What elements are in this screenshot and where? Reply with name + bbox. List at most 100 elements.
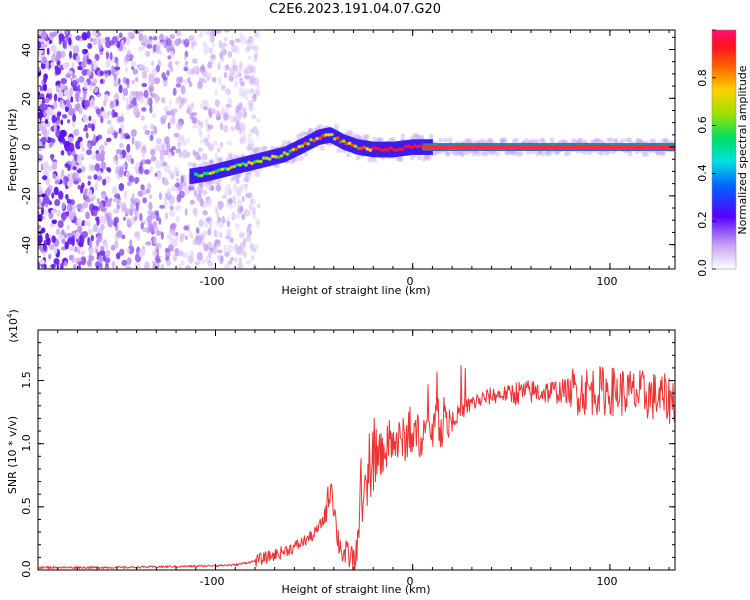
heatmap-halo-cell [409, 155, 415, 161]
heatmap-noise-cell [251, 114, 256, 120]
heatmap-noise-cell [200, 30, 204, 36]
heatmap-noise-cell [104, 175, 111, 184]
heatmap-noise-cell [188, 231, 193, 238]
heatmap-noise-cell [142, 144, 147, 153]
heatmap-noise-cell [55, 67, 62, 75]
heatmap-core-cell [344, 142, 349, 146]
heatmap-noise-cell [220, 84, 226, 91]
heatmap-core-cell [223, 167, 228, 171]
heatmap-noise-cell [220, 122, 223, 131]
heatmap-noise-cell [239, 263, 244, 269]
heatmap-noise-cell [218, 76, 222, 86]
heatmap-noise-cell [185, 190, 190, 195]
heatmap-noise-cell [51, 161, 58, 170]
heatmap-noise-cell [229, 237, 234, 244]
heatmap-noise-cell [228, 204, 233, 210]
heatmap-noise-cell [209, 47, 213, 54]
heatmap-noise-cell [186, 265, 190, 269]
heatmap-noise-cell [248, 229, 253, 236]
heatmap-noise-cell [133, 216, 138, 222]
heatmap-noise-cell [105, 36, 111, 41]
heatmap-noise-cell [127, 181, 132, 187]
heatmap-noise-cell [67, 119, 71, 124]
heatmap-noise-cell [44, 103, 48, 111]
heatmap-noise-cell [100, 106, 104, 112]
heatmap-noise-cell [53, 246, 58, 255]
heatmap-noise-cell [143, 89, 149, 99]
heatmap-noise-cell [199, 103, 205, 109]
heatmap-halo-cell [414, 133, 420, 139]
heatmap-halo-cell [535, 138, 541, 144]
heatmap-noise-cell [111, 260, 116, 269]
top-y-tick-label-0: -40 [20, 236, 33, 254]
bottom-y-axis-label: SNR (10 * v/v) [6, 416, 19, 494]
heatmap-halo-cell [227, 153, 233, 159]
heatmap-noise-cell [168, 243, 174, 252]
heatmap-noise-cell [116, 252, 121, 260]
heatmap-noise-cell [170, 117, 176, 125]
heatmap-core-cell [327, 133, 331, 137]
heatmap-noise-cell [196, 185, 204, 194]
colorbar-tick-label-4: 0.8 [696, 69, 709, 87]
heatmap-noise-cell [121, 202, 127, 211]
heatmap-noise-cell [229, 114, 235, 124]
heatmap-noise-cell [169, 44, 174, 52]
heatmap-noise-cell [222, 194, 227, 199]
heatmap-noise-cell [192, 66, 196, 75]
heatmap-core-cell [412, 144, 417, 148]
heatmap-halo-cell [620, 138, 626, 144]
heatmap-noise-cell [112, 198, 119, 203]
heatmap-noise-cell [48, 244, 55, 251]
heatmap-noise-cell [53, 101, 58, 110]
heatmap-noise-cell [205, 180, 212, 190]
heatmap-noise-cell [92, 30, 98, 37]
heatmap-halo-cell [499, 139, 505, 145]
heatmap-noise-cell [149, 134, 154, 141]
heatmap-noise-cell [197, 119, 201, 126]
heatmap-noise-cell [167, 122, 171, 130]
heatmap-halo-cell [433, 150, 439, 156]
snr-plot-area [38, 364, 675, 570]
heatmap-noise-cell [89, 37, 94, 42]
heatmap-noise-cell [50, 263, 56, 269]
heatmap-noise-cell [129, 208, 133, 217]
heatmap-core-cell [235, 163, 239, 167]
heatmap-noise-cell [165, 111, 171, 116]
heatmap-noise-cell [175, 96, 181, 104]
heatmap-halo-cell [594, 138, 600, 144]
heatmap-noise-cell [38, 112, 43, 118]
heatmap-noise-cell [247, 142, 253, 150]
heatmap-halo-cell [367, 157, 373, 163]
heatmap-noise-cell [247, 223, 252, 229]
heatmap-noise-cell [202, 241, 206, 247]
heatmap-noise-cell [175, 148, 181, 154]
heatmap-halo-cell [336, 147, 342, 153]
heatmap-noise-cell [73, 264, 76, 269]
heatmap-noise-cell [182, 149, 188, 159]
heatmap-noise-cell [245, 236, 252, 243]
heatmap-noise-cell [146, 39, 153, 45]
heatmap-noise-cell [256, 30, 261, 40]
heatmap-core-cell [241, 162, 245, 166]
heatmap-noise-cell [172, 240, 178, 248]
heatmap-ridge-cell [344, 134, 346, 151]
heatmap-noise-cell [175, 215, 180, 223]
heatmap-halo-cell [665, 139, 671, 144]
heatmap-noise-cell [102, 178, 107, 186]
heatmap-noise-cell [149, 87, 153, 96]
heatmap-core-cell [368, 148, 373, 152]
heatmap-noise-cell [105, 212, 109, 219]
heatmap-ridge-cell [406, 140, 409, 156]
heatmap-noise-cell [139, 95, 144, 104]
heatmap-noise-cell [49, 223, 55, 228]
heatmap-noise-cell [239, 122, 246, 128]
heatmap-noise-cell [64, 163, 69, 168]
heatmap-noise-cell [202, 190, 208, 196]
heatmap-noise-cell [213, 140, 218, 146]
heatmap-noise-cell [48, 143, 53, 148]
heatmap-noise-cell [196, 251, 203, 261]
heatmap-core-cell [389, 146, 393, 150]
heatmap-noise-cell [163, 149, 170, 156]
heatmap-noise-cell [183, 225, 189, 231]
heatmap-noise-cell [51, 219, 57, 225]
